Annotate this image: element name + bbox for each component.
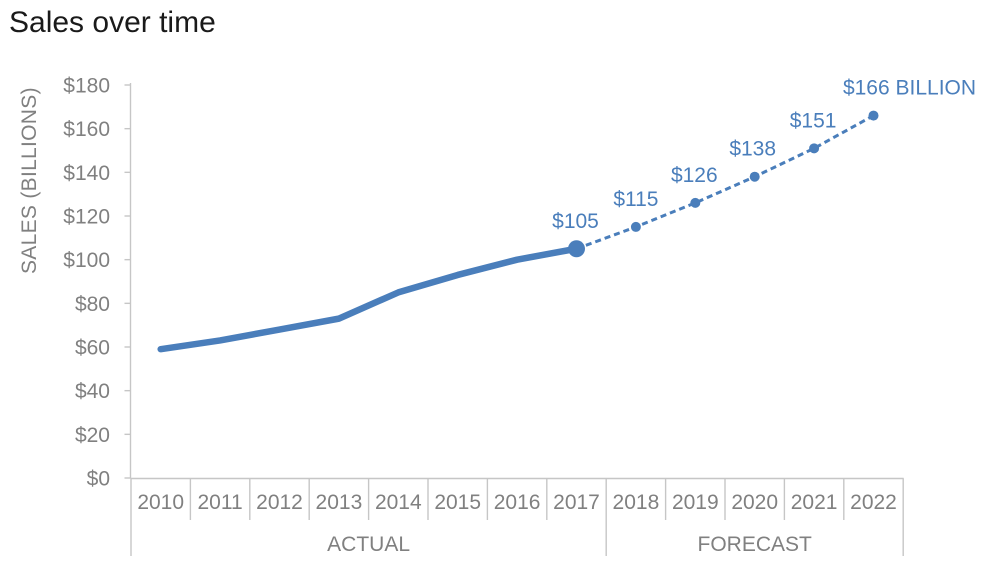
x-year-label: 2022 xyxy=(850,491,897,514)
data-label: $166 BILLION xyxy=(843,77,976,100)
forecast-point-marker xyxy=(630,221,641,232)
forecast-point-marker xyxy=(690,197,701,208)
x-year-label: 2015 xyxy=(434,491,481,514)
x-year-label: 2016 xyxy=(494,491,541,514)
x-year-label: 2012 xyxy=(256,491,303,514)
y-tick-label: $180 xyxy=(63,75,110,98)
data-label: $138 xyxy=(729,138,776,161)
forecast-series-line xyxy=(575,114,875,251)
y-tick-label: $60 xyxy=(75,337,110,360)
actual-endpoint-marker xyxy=(568,240,585,258)
x-year-label: 2019 xyxy=(672,491,719,514)
x-group-label: ACTUAL xyxy=(327,533,410,556)
x-year-label: 2011 xyxy=(198,491,243,514)
forecast-point-marker xyxy=(868,110,879,121)
data-label: $151 xyxy=(790,109,837,132)
x-year-label: 2018 xyxy=(613,491,660,514)
x-group-label: FORECAST xyxy=(698,533,813,556)
y-tick-label: $20 xyxy=(75,424,110,447)
forecast-point-marker xyxy=(749,171,760,182)
y-tick-label: $140 xyxy=(63,162,110,185)
data-label: $105 xyxy=(552,210,599,233)
x-year-label: 2014 xyxy=(375,491,422,514)
data-label: $126 xyxy=(671,164,718,187)
y-tick-label: $40 xyxy=(75,380,110,403)
chart-title: Sales over time xyxy=(9,6,216,39)
y-tick-label: $80 xyxy=(75,293,110,316)
y-tick-label: $100 xyxy=(63,249,110,272)
x-year-label: 2013 xyxy=(316,491,363,514)
x-year-label: 2021 xyxy=(791,491,838,514)
x-year-label: 2017 xyxy=(553,491,600,514)
x-year-label: 2010 xyxy=(137,491,184,514)
y-tick-label: $0 xyxy=(87,468,110,491)
y-tick-label: $120 xyxy=(63,206,110,229)
y-tick-label: $160 xyxy=(63,118,110,141)
data-label: $115 xyxy=(613,188,658,211)
x-year-label: 2020 xyxy=(731,491,778,514)
forecast-point-marker xyxy=(809,143,820,154)
actual-series-line xyxy=(157,245,580,353)
